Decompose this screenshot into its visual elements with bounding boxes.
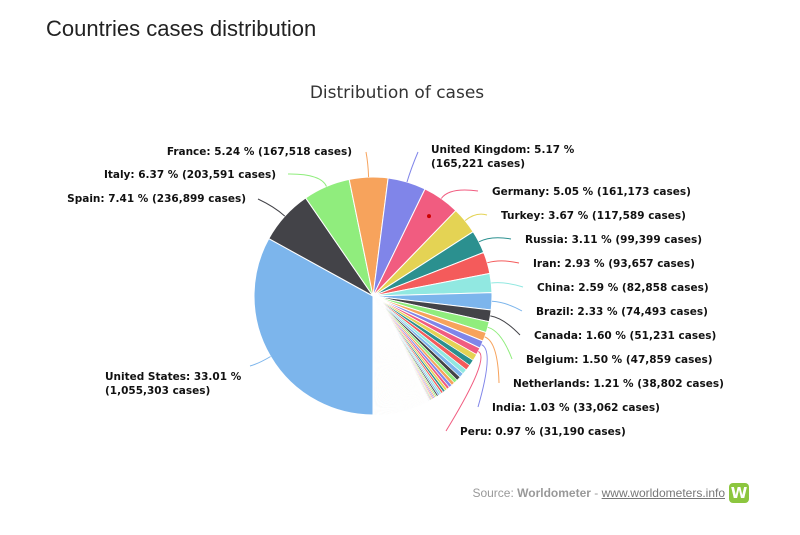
source-prefix: Source: — [472, 486, 518, 500]
connector-germany — [440, 189, 479, 199]
source-separator: - — [590, 486, 602, 500]
worldometer-logo-icon[interactable]: W — [729, 483, 749, 503]
connector-italy — [287, 173, 327, 187]
connector-united-kingdom — [406, 151, 419, 183]
connector-belgium — [487, 326, 513, 360]
label-spain: Spain: 7.41 % (236,899 cases) — [67, 193, 246, 205]
connector-india — [477, 344, 488, 408]
slice-labels: United States: 33.01 % (1,055,303 cases) S… — [67, 144, 724, 438]
pie-slices — [253, 176, 493, 416]
connector-turkey — [464, 213, 488, 221]
chart-title: Distribution of cases — [310, 83, 484, 103]
label-germany: Germany: 5.05 % (161,173 cases) — [492, 186, 691, 198]
label-brazil: Brazil: 2.33 % (74,493 cases) — [536, 306, 708, 318]
connector-canada — [490, 315, 521, 336]
label-united-states: United States: 33.01 % (1,055,303 cases) — [105, 371, 242, 397]
source-credit: Source: Worldometer - www.worldometers.i… — [472, 486, 725, 500]
label-russia: Russia: 3.11 % (99,399 cases) — [525, 234, 702, 246]
label-netherlands: Netherlands: 1.21 % (38,802 cases) — [513, 378, 724, 390]
hover-marker — [427, 214, 431, 219]
label-peru: Peru: 0.97 % (31,190 cases) — [460, 426, 626, 438]
connector-russia — [478, 237, 512, 243]
label-italy: Italy: 6.37 % (203,591 cases) — [104, 169, 276, 181]
connector-netherlands — [484, 336, 500, 384]
label-france: France: 5.24 % (167,518 cases) — [167, 146, 352, 158]
connector-united-states — [249, 356, 271, 367]
label-iran: Iran: 2.93 % (93,657 cases) — [533, 258, 695, 270]
connector-iran — [487, 260, 520, 264]
label-india: India: 1.03 % (33,062 cases) — [492, 402, 660, 414]
connector-spain — [257, 198, 286, 217]
connector-china — [491, 282, 524, 288]
label-china: China: 2.59 % (82,858 cases) — [537, 282, 709, 294]
connector-peru — [445, 350, 482, 432]
label-turkey: Turkey: 3.67 % (117,589 cases) — [501, 210, 686, 222]
connector-france — [365, 151, 370, 178]
label-united-kingdom: United Kingdom: 5.17 % (165,221 cases) — [431, 144, 575, 170]
connector-brazil — [491, 300, 523, 312]
label-canada: Canada: 1.60 % (51,231 cases) — [534, 330, 716, 342]
page-title: Countries cases distribution — [46, 16, 317, 41]
label-belgium: Belgium: 1.50 % (47,859 cases) — [526, 354, 713, 366]
source-name: Worldometer — [517, 486, 591, 500]
source-link[interactable]: www.worldometers.info — [601, 486, 725, 500]
